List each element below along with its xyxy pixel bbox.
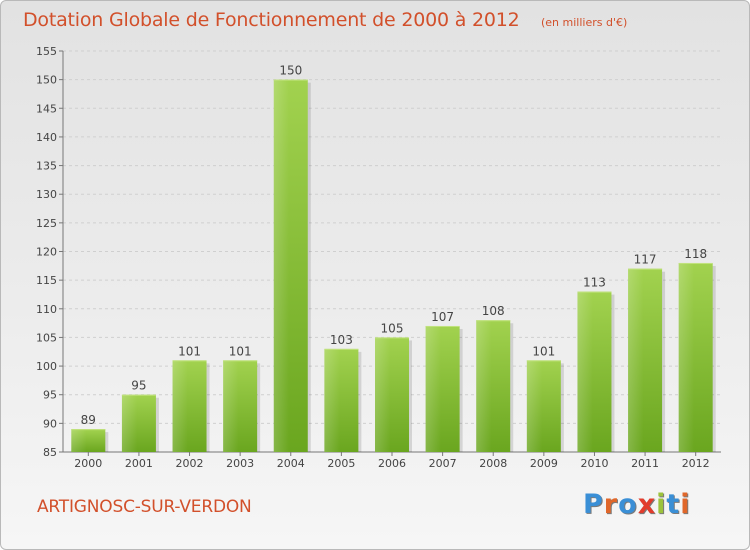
y-tick-label: 125	[36, 217, 57, 230]
x-tick-label-2008: 2008	[479, 457, 507, 470]
bar-highlight	[375, 337, 391, 452]
logo-letter: o	[618, 489, 638, 520]
bar-highlight	[324, 348, 340, 452]
y-tick-label: 90	[43, 417, 57, 430]
bar-highlight	[71, 429, 87, 452]
logo-letter: x	[637, 489, 657, 520]
y-tick-label: 130	[36, 188, 57, 201]
y-tick-label: 85	[43, 446, 57, 459]
bar-highlight	[273, 79, 290, 453]
value-label-2003: 101	[229, 344, 252, 358]
value-label-2001: 95	[131, 379, 146, 393]
x-tick-label-2001: 2001	[125, 457, 153, 470]
value-label-2007: 107	[431, 310, 454, 324]
proxiti-logo[interactable]: Proxiti	[583, 489, 691, 520]
x-tick-label-2003: 2003	[226, 457, 254, 470]
value-label-2010: 113	[583, 276, 606, 290]
value-label-2002: 101	[178, 344, 201, 358]
chart-title: Dotation Globale de Fonctionnement de 20…	[23, 9, 520, 31]
value-label-2006: 105	[381, 321, 404, 335]
logo-letter: i	[656, 489, 667, 520]
y-tick-label: 120	[36, 246, 57, 259]
value-label-2004: 150	[279, 64, 302, 78]
value-label-2008: 108	[482, 304, 505, 318]
bar-highlight	[425, 325, 441, 452]
y-tick-label: 150	[36, 74, 57, 87]
x-tick-label-2007: 2007	[429, 457, 457, 470]
value-label-2011: 117	[634, 253, 657, 267]
x-tick-label-2010: 2010	[580, 457, 608, 470]
commune-name: ARTIGNOSC-SUR-VERDON	[37, 497, 252, 517]
y-tick-label: 145	[36, 102, 57, 115]
bar-highlight	[678, 262, 694, 452]
bar-highlight	[476, 320, 492, 452]
value-label-2009: 101	[532, 344, 555, 358]
y-tick-label: 155	[36, 45, 57, 58]
bar-highlight	[121, 394, 138, 452]
label-layer: 89 95 101 101 150 103 105 107 108 101 113 117 118	[81, 64, 707, 427]
x-tick-label-2009: 2009	[530, 457, 558, 470]
x-tick-label-2004: 2004	[277, 457, 305, 470]
logo-letter: t	[666, 489, 681, 520]
x-tick-label-2000: 2000	[74, 457, 102, 470]
axis-layer: 85 90 95 100 105 110 115 120 125 130 135 140 145 150 1…	[36, 45, 721, 470]
bar-highlight	[577, 291, 593, 452]
logo-letter: P	[583, 489, 604, 520]
y-tick-label: 140	[36, 131, 57, 144]
y-tick-label: 100	[36, 360, 57, 373]
y-tick-label: 135	[36, 160, 57, 173]
logo-letter: r	[603, 489, 619, 520]
value-label-2012: 118	[684, 247, 707, 261]
x-tick-label-2012: 2012	[682, 457, 710, 470]
bar-highlight	[223, 360, 239, 452]
bar-layer	[71, 79, 716, 453]
bar-highlight	[172, 360, 188, 452]
x-tick-label-2011: 2011	[631, 457, 659, 470]
chart-subtitle: (en milliers d'€)	[541, 16, 628, 29]
bar-highlight	[628, 268, 644, 452]
y-tick-label: 110	[36, 303, 57, 316]
y-tick-label: 95	[43, 389, 57, 402]
value-label-2000: 89	[81, 413, 96, 427]
y-tick-label: 105	[36, 331, 57, 344]
logo-letter: i	[680, 489, 691, 520]
x-tick-label-2002: 2002	[176, 457, 204, 470]
x-tick-label-2006: 2006	[378, 457, 406, 470]
bar-highlight	[526, 360, 543, 452]
value-label-2005: 103	[330, 333, 353, 347]
y-tick-label: 115	[36, 274, 57, 287]
x-tick-label-2005: 2005	[327, 457, 355, 470]
